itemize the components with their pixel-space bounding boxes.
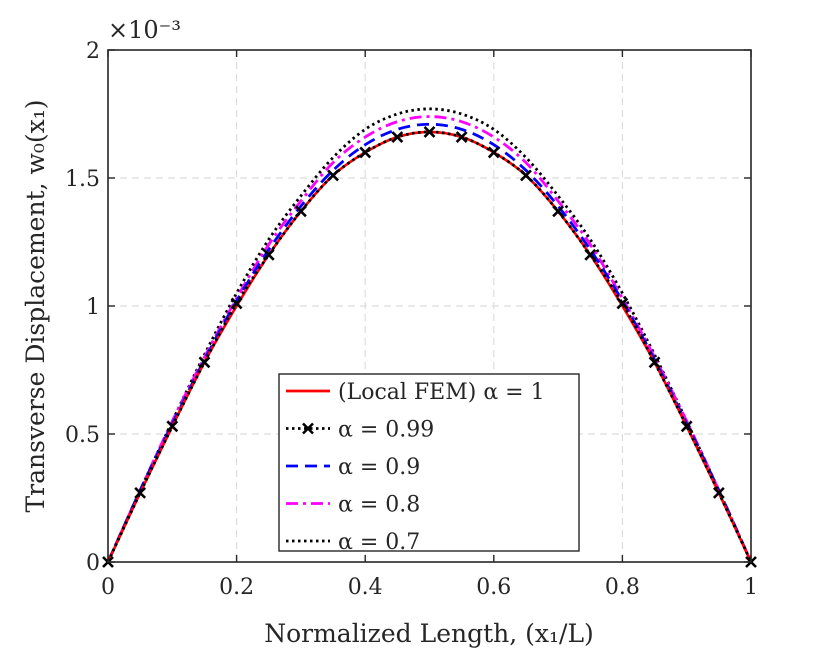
x-tick-label: 0.8: [605, 575, 640, 600]
y-tick-label: 0: [86, 551, 100, 576]
y-tick-label: 1: [86, 295, 100, 320]
x-marker: [487, 146, 500, 159]
legend-label: α = 0.7: [338, 530, 420, 555]
x-axis-title: Normalized Length, (x₁/L): [264, 619, 594, 648]
x-marker: [359, 146, 372, 159]
x-marker: [616, 297, 629, 310]
x-marker: [455, 131, 468, 143]
x-marker: [262, 248, 275, 261]
x-marker: [391, 131, 404, 143]
x-marker: [166, 420, 179, 433]
series-layer: [102, 107, 757, 568]
x-marker: [712, 486, 725, 499]
y-scale-label: ×10⁻³: [108, 16, 181, 44]
legend-item: α = 0.8: [286, 493, 420, 518]
legend-box: [278, 373, 580, 552]
legend: (Local FEM) α = 1 α = 0.99 α = 0.9 α = 0.8 α…: [278, 373, 580, 555]
legend-item: (Local FEM) α = 1: [286, 380, 545, 405]
x-marker: [680, 420, 693, 433]
legend-label: α = 0.8: [338, 493, 420, 518]
x-marker: [302, 422, 314, 435]
x-marker: [584, 248, 597, 261]
legend-item: α = 0.9: [286, 455, 420, 480]
legend-label: α = 0.99: [338, 418, 434, 443]
x-marker: [294, 205, 307, 218]
ticks: 0 0.2 0.4 0.6 0.8 1 0 0.5 1 1.5 2: [65, 39, 758, 600]
y-axis-title: Transverse Displacement, w₀(x₁): [21, 99, 50, 512]
x-tick-label: 0.2: [219, 575, 254, 600]
x-marker: [198, 356, 211, 369]
legend-label: (Local FEM) α = 1: [338, 380, 545, 405]
series-line-1: [106, 130, 753, 563]
x-tick-label: 0.4: [348, 575, 383, 600]
x-marker: [520, 169, 532, 182]
legend-item: α = 0.7: [286, 530, 420, 555]
x-marker: [648, 356, 661, 369]
legend-item: α = 0.99: [286, 418, 434, 443]
legend-label: α = 0.9: [338, 455, 420, 480]
x-marker: [327, 169, 339, 182]
x-marker: [230, 297, 243, 310]
y-tick-label: 1.5: [65, 167, 100, 192]
x-tick-label: 1: [744, 575, 758, 600]
y-tick-label: 2: [86, 39, 100, 64]
x-tick-label: 0.6: [476, 575, 511, 600]
x-marker: [423, 126, 436, 138]
x-marker: [134, 486, 147, 499]
y-tick-label: 0.5: [65, 423, 100, 448]
x-marker: [552, 205, 565, 218]
x-tick-label: 0: [101, 575, 115, 600]
